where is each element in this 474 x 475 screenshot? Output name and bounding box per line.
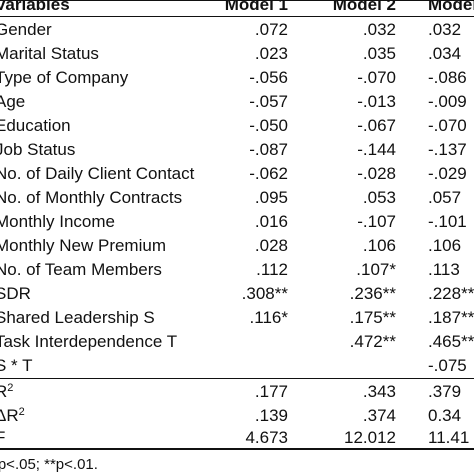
- header-rule: [0, 16, 474, 17]
- variable-label: Shared Leadership S: [0, 308, 155, 327]
- stat-label-text: ΔR: [0, 406, 19, 425]
- model-1-value: .139: [254, 406, 288, 425]
- model-2-value: .374: [362, 406, 396, 425]
- model-1-value: .028: [254, 236, 288, 255]
- variable-label: Marital Status: [0, 44, 99, 63]
- model-2-value: .236**: [349, 284, 396, 303]
- model-1-value: 4.673: [245, 428, 288, 447]
- stat-label-text: F: [0, 428, 6, 447]
- model-1-value: .095: [254, 188, 288, 207]
- variable-label: SDR: [0, 284, 31, 303]
- model-3-value: -.101: [428, 212, 467, 231]
- model-2-value: -.028: [357, 164, 396, 183]
- variable-label: Task Interdependence T: [0, 332, 178, 351]
- variable-label: Monthly New Premium: [0, 236, 166, 255]
- variable-label: Monthly Income: [0, 212, 115, 231]
- model-2-value: -.107: [357, 212, 396, 231]
- variable-label: No. of Daily Client Contact: [0, 164, 195, 183]
- model-3-value: .034: [428, 44, 462, 63]
- variable-label: No. of Team Members: [0, 260, 162, 279]
- model-3-value: .187**: [428, 308, 474, 327]
- model-3-value: .113: [428, 260, 460, 279]
- model-2-value: .106: [362, 236, 396, 255]
- variable-label: Type of Company: [0, 68, 129, 87]
- header-model-2: Model 2: [332, 0, 396, 14]
- model-3-value: 0.34: [428, 406, 462, 425]
- header-model-1: Model 1: [224, 0, 288, 14]
- model-2-value: -.144: [357, 140, 396, 159]
- model-1-value: -.057: [249, 92, 288, 111]
- table-top-rule: [0, 0, 474, 1]
- model-3-value: -.029: [428, 164, 467, 183]
- variable-label: Age: [0, 92, 26, 111]
- variable-label: S * T: [0, 356, 33, 375]
- model-1-value: .016: [254, 212, 288, 231]
- stat-label-superscript: 2: [18, 406, 25, 418]
- stat-label-superscript: 2: [7, 382, 14, 394]
- header-variables: Variables: [0, 0, 70, 14]
- model-3-value: -.075: [428, 356, 467, 375]
- model-3-value: 11.41: [428, 428, 470, 447]
- model-2-value: .107*: [356, 260, 396, 279]
- model-3-value: -.086: [428, 68, 467, 87]
- model-2-value: .035: [362, 44, 396, 63]
- model-3-value: .032: [428, 20, 462, 39]
- model-3-value: .465**: [428, 332, 474, 351]
- model-3-value: .228**: [428, 284, 474, 303]
- model-3-value: -.070: [428, 116, 467, 135]
- model-2-value: .032: [362, 20, 396, 39]
- model-1-value: -.087: [249, 140, 288, 159]
- model-2-value: .175**: [349, 308, 396, 327]
- model-3-value: .379: [428, 382, 462, 401]
- model-2-value: .343: [362, 382, 396, 401]
- header-model-3: Model 3: [428, 0, 474, 14]
- model-1-value: .177: [254, 382, 288, 401]
- stat-label-text: R: [0, 382, 8, 401]
- stats-rule: [0, 378, 474, 379]
- model-1-value: -.062: [249, 164, 288, 183]
- stat-label: R2: [0, 382, 13, 402]
- stat-label: F: [0, 428, 5, 448]
- model-2-value: -.013: [357, 92, 396, 111]
- variable-label: Job Status: [0, 140, 76, 159]
- model-2-value: -.070: [357, 68, 396, 87]
- model-1-value: .023: [254, 44, 288, 63]
- model-2-value: .472**: [349, 332, 396, 351]
- model-1-value: -.056: [249, 68, 288, 87]
- significance-footnote: *p<.05; **p<.01.: [0, 456, 98, 473]
- model-1-value: .116*: [249, 308, 288, 327]
- variable-label: Education: [0, 116, 71, 135]
- model-3-value: -.137: [428, 140, 467, 159]
- model-3-value: .057: [428, 188, 462, 207]
- model-2-value: 12.012: [344, 428, 396, 447]
- model-1-value: -.050: [249, 116, 288, 135]
- model-1-value: .308**: [241, 284, 288, 303]
- model-3-value: -.009: [428, 92, 467, 111]
- model-1-value: .072: [254, 20, 288, 39]
- variable-label: Gender: [0, 20, 52, 39]
- model-1-value: .112: [256, 260, 288, 279]
- table-bottom-rule: [0, 448, 474, 450]
- stat-label: ΔR2: [0, 406, 25, 426]
- model-2-value: -.067: [357, 116, 396, 135]
- model-2-value: .053: [362, 188, 396, 207]
- variable-label: No. of Monthly Contracts: [0, 188, 183, 207]
- model-3-value: .106: [428, 236, 462, 255]
